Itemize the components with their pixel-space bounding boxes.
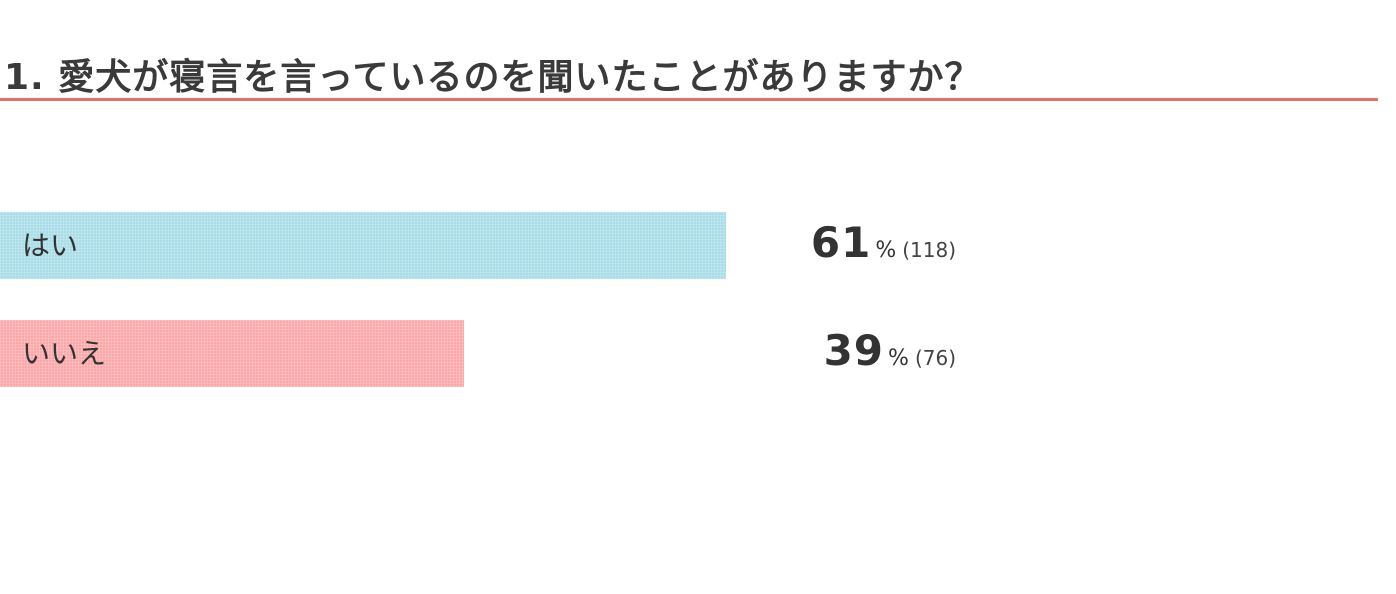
bar-label: いいえ — [22, 337, 107, 370]
chart-title: 1. 愛犬が寝言を言っているのを聞いたことがありますか？ — [4, 57, 982, 98]
bar-label: はい — [22, 229, 79, 262]
percent-sign: % — [888, 346, 909, 371]
percent-sign: % — [875, 238, 897, 263]
response-count: (118) — [902, 238, 956, 262]
value-label: 39% (76) — [824, 326, 956, 375]
percent-value: 61 — [810, 218, 872, 267]
title-underline — [0, 98, 1378, 101]
percent-value: 39 — [823, 326, 885, 375]
value-label: 61% (118) — [811, 218, 956, 267]
bar-yes — [0, 212, 726, 279]
bar-no — [0, 320, 464, 387]
response-count: (76) — [914, 346, 956, 370]
